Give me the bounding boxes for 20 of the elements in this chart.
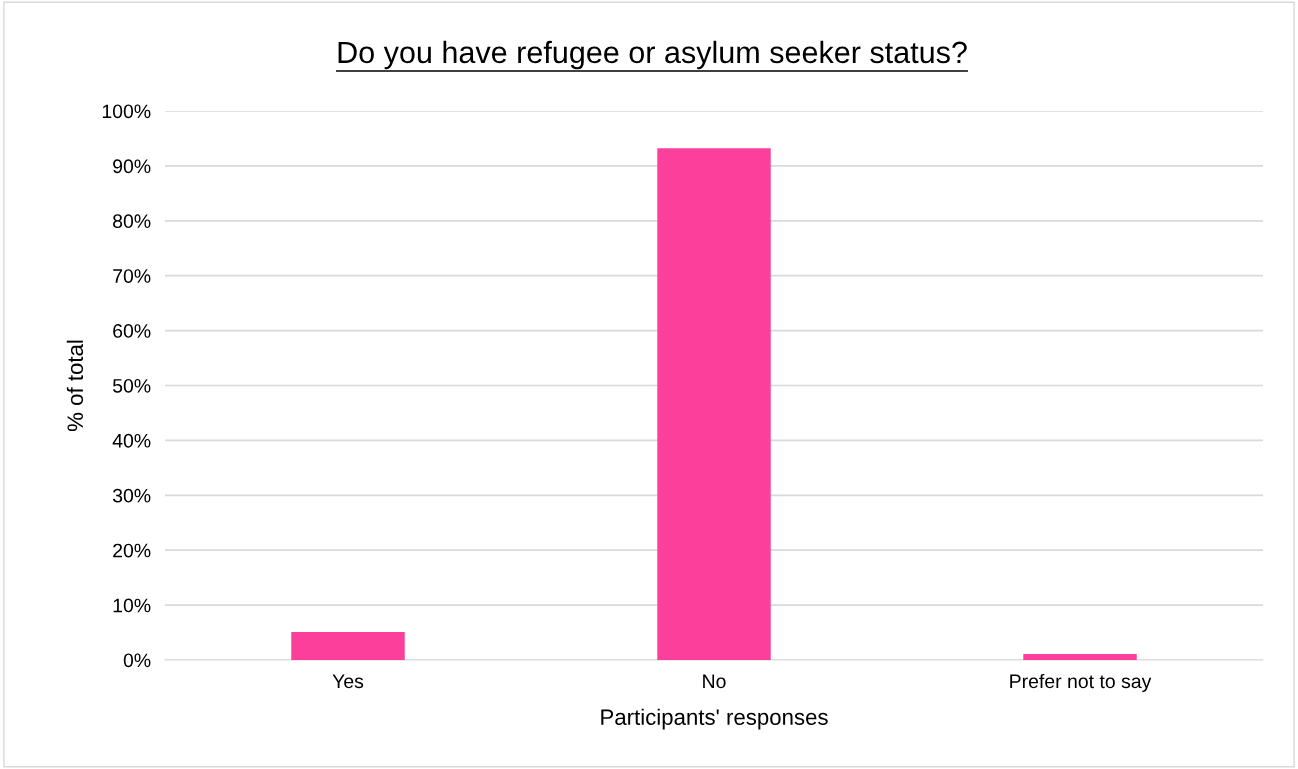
y-tick-label: 30%: [112, 488, 151, 503]
y-tick-label: 80%: [113, 214, 151, 229]
y-tick-label: 100%: [102, 104, 151, 119]
y-tick-label: 70%: [113, 269, 151, 283]
x-tick-label: Yes: [332, 674, 364, 689]
x-tick-label: No: [703, 674, 726, 689]
y-tick-label: 20%: [113, 543, 151, 558]
y-tick-label: 50%: [112, 378, 151, 393]
y-tick-label: 0%: [123, 653, 151, 668]
x-tick-label: Prefer not to say: [1010, 673, 1152, 693]
y-tick-label: 10%: [113, 598, 151, 613]
bar: [1023, 653, 1137, 660]
y-axis-title: % of total: [66, 340, 84, 432]
bar: [657, 148, 771, 660]
x-axis-title: Participants' responses: [601, 708, 828, 730]
bar: [291, 632, 405, 660]
y-tick-label: 40%: [112, 433, 151, 448]
y-tick-label: 60%: [113, 324, 151, 338]
y-tick-label: 90%: [113, 159, 151, 174]
chart-title: Do you have refugee or asylum seeker status?: [338, 40, 967, 70]
